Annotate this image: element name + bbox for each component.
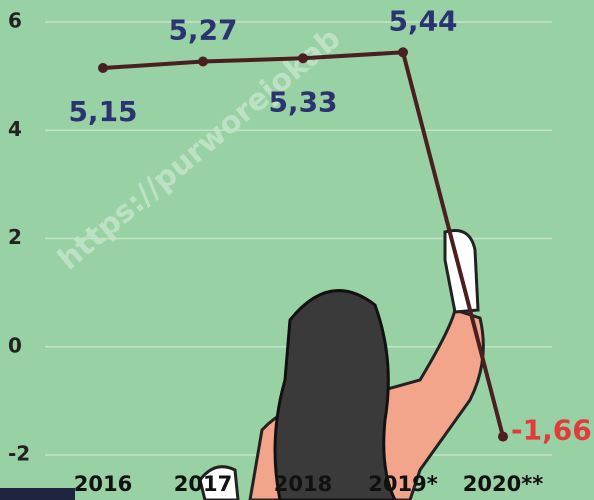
x-tick-label: 2017 bbox=[174, 472, 232, 496]
x-tick-label: 2018 bbox=[274, 472, 332, 496]
x-tick-label: 2020** bbox=[463, 472, 543, 496]
y-tick-label: -2 bbox=[8, 442, 30, 466]
chart: https://purworejokab -202462016201720182… bbox=[0, 0, 594, 500]
x-tick-label: 2016 bbox=[74, 472, 132, 496]
value-label: 5,44 bbox=[388, 4, 457, 37]
value-label: -1,66 bbox=[511, 414, 592, 447]
point bbox=[398, 47, 408, 57]
y-tick-label: 4 bbox=[8, 117, 22, 141]
y-tick-label: 6 bbox=[8, 9, 22, 33]
x-tick-label: 2019* bbox=[368, 472, 437, 496]
point bbox=[498, 432, 508, 442]
y-tick-label: 2 bbox=[8, 225, 22, 249]
point bbox=[98, 63, 108, 73]
value-label: 5,27 bbox=[168, 14, 237, 47]
y-tick-label: 0 bbox=[8, 333, 22, 357]
point bbox=[198, 57, 208, 67]
value-label: 5,33 bbox=[268, 85, 337, 118]
value-label: 5,15 bbox=[68, 95, 137, 128]
point bbox=[298, 53, 308, 63]
